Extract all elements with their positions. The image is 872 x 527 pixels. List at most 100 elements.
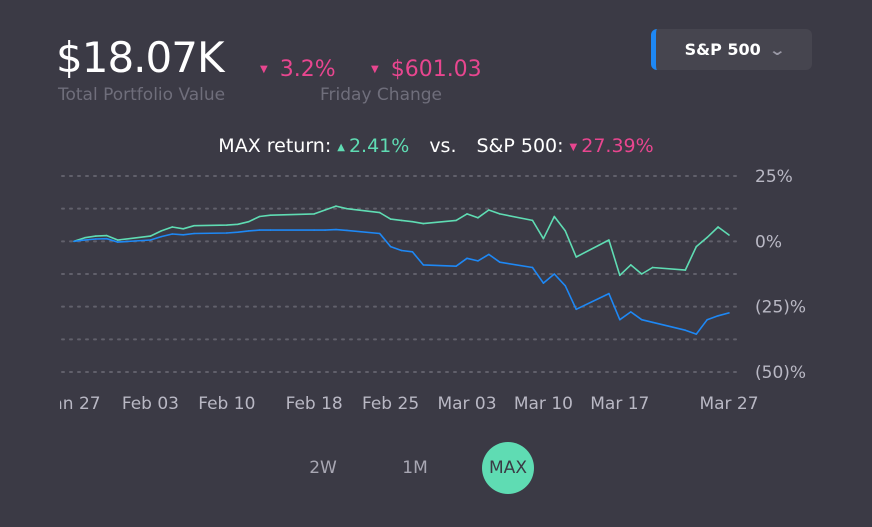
portfolio-point bbox=[728, 234, 730, 236]
portfolio-point bbox=[105, 234, 108, 237]
portfolio-point bbox=[695, 245, 698, 248]
portfolio-return-value: 2.41% bbox=[348, 135, 410, 157]
triangle-up-icon: ▲ bbox=[337, 142, 345, 153]
benchmark-point bbox=[269, 229, 272, 231]
performance-chart: 25% 0% (25)% (50)% Jan 27 Feb 03 Feb 10 Feb 18 F… bbox=[60, 167, 806, 414]
x-tick-label: Feb 18 bbox=[286, 394, 343, 414]
benchmark-point bbox=[160, 235, 163, 238]
benchmark-point bbox=[313, 229, 315, 231]
y-tick-label: 25% bbox=[755, 167, 793, 187]
triangle-down-icon: ▼ bbox=[371, 64, 379, 75]
benchmark-point bbox=[488, 253, 490, 256]
benchmark-point bbox=[498, 261, 501, 264]
portfolio-value-caption: Total Portfolio Value bbox=[58, 85, 226, 105]
benchmark-return-value: 27.39% bbox=[581, 135, 654, 157]
benchmark-point bbox=[553, 273, 556, 275]
portfolio-point bbox=[84, 236, 86, 239]
benchmark-point bbox=[608, 292, 610, 295]
y-tick-label: (50)% bbox=[755, 363, 806, 383]
benchmark-point bbox=[640, 318, 643, 321]
benchmark-point bbox=[619, 318, 621, 321]
x-tick-label: Mar 10 bbox=[514, 394, 573, 414]
tab-2w[interactable]: 2W bbox=[309, 458, 337, 478]
portfolio-point bbox=[717, 226, 719, 228]
benchmark-point bbox=[542, 282, 545, 284]
triangle-down-icon: ▼ bbox=[260, 64, 268, 75]
portfolio-point bbox=[619, 274, 621, 277]
portfolio-point bbox=[149, 235, 152, 237]
portfolio-point bbox=[629, 264, 632, 266]
portfolio-point bbox=[608, 239, 610, 241]
benchmark-point bbox=[575, 308, 577, 311]
portfolio-point bbox=[553, 215, 556, 218]
benchmark-label: S&P 500 bbox=[684, 40, 761, 59]
benchmark-point bbox=[400, 249, 403, 252]
benchmark-point bbox=[171, 233, 174, 235]
benchmark-point bbox=[695, 333, 698, 335]
benchmark-point bbox=[149, 239, 152, 241]
x-tick-label: Feb 25 bbox=[362, 394, 419, 414]
benchmark-point bbox=[73, 240, 75, 243]
benchmark-series-line bbox=[73, 228, 730, 335]
benchmark-point bbox=[531, 266, 534, 269]
benchmark-point bbox=[182, 234, 184, 236]
y-tick-label: (25)% bbox=[755, 298, 806, 318]
benchmark-point bbox=[564, 284, 567, 287]
portfolio-point bbox=[226, 224, 228, 226]
portfolio-point bbox=[160, 230, 163, 232]
portfolio-point bbox=[488, 209, 490, 211]
portfolio-point bbox=[346, 207, 348, 210]
x-tick-label: Mar 03 bbox=[437, 394, 496, 414]
portfolio-point bbox=[171, 226, 174, 228]
tab-1m[interactable]: 1M bbox=[402, 458, 428, 478]
y-tick-label: 0% bbox=[755, 232, 782, 252]
portfolio-point bbox=[400, 219, 403, 222]
portfolio-point bbox=[236, 223, 239, 226]
change-percent-value: 3.2% bbox=[279, 57, 336, 82]
x-tick-label: Mar 17 bbox=[590, 394, 649, 414]
benchmark-point bbox=[422, 264, 425, 266]
benchmark-point bbox=[116, 241, 119, 243]
benchmark-point bbox=[717, 315, 719, 317]
portfolio-point bbox=[335, 205, 337, 207]
benchmark-point bbox=[706, 318, 708, 321]
tab-max[interactable]: MAX bbox=[482, 442, 534, 494]
benchmark-point bbox=[466, 257, 468, 260]
portfolio-point bbox=[378, 211, 381, 214]
benchmark-point bbox=[455, 265, 457, 267]
portfolio-point bbox=[269, 214, 272, 216]
benchmark-select[interactable]: S&P 500 ⌄ bbox=[651, 29, 812, 70]
portfolio-point bbox=[531, 219, 534, 222]
portfolio-point bbox=[455, 219, 457, 222]
portfolio-point bbox=[466, 213, 468, 215]
x-tick-label: Feb 03 bbox=[122, 394, 179, 414]
portfolio-point bbox=[542, 237, 545, 240]
benchmark-return-label: S&P 500: bbox=[476, 135, 564, 157]
benchmark-point bbox=[346, 229, 348, 232]
benchmark-point bbox=[84, 239, 86, 241]
benchmark-point bbox=[226, 232, 228, 234]
benchmark-point bbox=[258, 229, 261, 231]
benchmark-point bbox=[105, 237, 108, 240]
benchmark-point bbox=[389, 245, 392, 248]
portfolio-point bbox=[389, 218, 392, 220]
portfolio-point bbox=[95, 235, 97, 237]
x-tick-label: Mar 27 bbox=[699, 394, 758, 414]
portfolio-point bbox=[313, 213, 315, 215]
change-amount: ▼ $601.03 bbox=[371, 55, 482, 85]
x-tick-label: Feb 10 bbox=[198, 394, 255, 414]
portfolio-point bbox=[324, 209, 326, 211]
benchmark-point bbox=[335, 228, 337, 231]
returns-summary: MAX return: ▲ 2.41% vs. S&P 500: ▼ 27.39% bbox=[0, 132, 872, 162]
portfolio-point bbox=[247, 220, 250, 223]
portfolio-point bbox=[684, 269, 687, 271]
change-amount-value: $601.03 bbox=[390, 57, 482, 82]
benchmark-point bbox=[247, 230, 250, 232]
benchmark-point bbox=[477, 260, 479, 262]
chevron-down-icon: ⌄ bbox=[768, 40, 786, 59]
benchmark-point bbox=[411, 250, 414, 253]
portfolio-point bbox=[422, 222, 425, 225]
portfolio-point bbox=[477, 217, 479, 219]
portfolio-point bbox=[706, 236, 708, 239]
portfolio-point bbox=[575, 256, 577, 258]
